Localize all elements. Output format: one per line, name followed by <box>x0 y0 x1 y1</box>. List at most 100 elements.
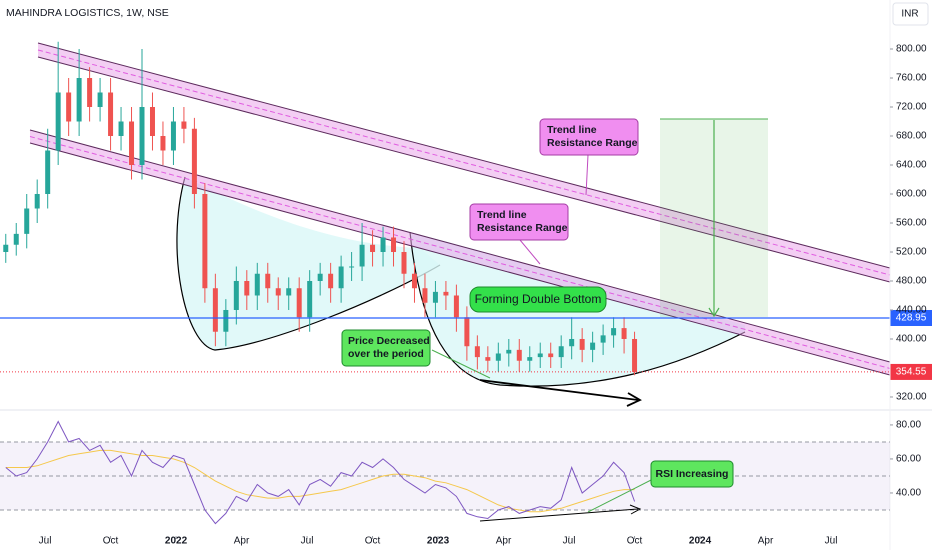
candles <box>3 41 638 376</box>
y-tick-label: 560.00 <box>896 218 927 229</box>
candle-body <box>66 92 72 122</box>
candle-body <box>191 128 197 194</box>
callout-pointer <box>587 477 656 513</box>
channel-band <box>30 130 890 375</box>
candle-body <box>181 121 187 129</box>
price-levels: 428.95 354.55 <box>0 309 932 380</box>
callout-pointer <box>431 349 491 379</box>
channel-line <box>29 142 890 376</box>
candle-body <box>558 346 564 358</box>
candle-body <box>495 353 501 361</box>
y-tick-label: 520.00 <box>896 247 927 258</box>
candle-body <box>286 288 292 296</box>
y-tick-label: 480.00 <box>896 276 927 287</box>
candle-body <box>548 353 554 358</box>
y-tick-label: 320.00 <box>896 392 927 403</box>
x-tick-label: Oct <box>627 536 643 547</box>
candle-body <box>516 349 522 361</box>
candle-body <box>212 288 218 332</box>
candle-body <box>632 338 638 372</box>
y-tick-label: 400.00 <box>896 334 927 345</box>
candle-body <box>265 273 271 289</box>
candle-body <box>569 338 575 347</box>
candle-body <box>370 244 376 252</box>
callout-text: Resistance Range <box>477 222 568 234</box>
x-tick-label: Jul <box>39 536 52 547</box>
y-tick-label: 600.00 <box>896 189 927 200</box>
callout-text: Trend line <box>477 209 527 221</box>
callout-text: Trend line <box>547 124 597 136</box>
candle-body <box>432 291 438 303</box>
candle-body <box>349 266 355 268</box>
candle-body <box>527 357 533 361</box>
channel-line <box>37 56 890 283</box>
candle-body <box>307 280 313 318</box>
x-tick-label: Jul <box>825 536 838 547</box>
callout-text: Price Decreased <box>348 335 430 347</box>
candle-body <box>108 92 114 136</box>
candle-body <box>380 237 386 252</box>
candle-body <box>338 266 344 289</box>
symbol-title: MAHINDRA LOGISTICS, 1W, NSE <box>6 7 169 19</box>
rsi-pane: 80.00 60.00 40.00 <box>0 420 921 525</box>
channel-line <box>29 129 890 363</box>
rsi-arrow <box>479 508 639 522</box>
candle-body <box>411 273 417 289</box>
x-tick-label: Apr <box>234 536 250 547</box>
candle-body <box>443 291 449 296</box>
candle-body <box>139 107 145 165</box>
cup-curve <box>409 231 746 387</box>
candle-body <box>97 92 103 108</box>
target-arrow-head <box>708 307 720 318</box>
candle-body <box>149 107 155 136</box>
candle-body <box>579 338 585 350</box>
x-tick-label: 2023 <box>427 536 450 547</box>
candle-body <box>611 328 617 336</box>
x-tick-label: Jul <box>301 536 314 547</box>
candle-body <box>13 233 19 245</box>
candle-body <box>202 193 208 289</box>
candle-body <box>170 121 176 151</box>
level-label: 428.95 <box>896 313 927 324</box>
y-tick-label: 680.00 <box>896 131 927 142</box>
candle-body <box>118 121 124 136</box>
callout-box <box>539 118 639 156</box>
x-tick-label: Oct <box>365 536 381 547</box>
candle-body <box>254 273 260 296</box>
candle-body <box>506 349 512 354</box>
y-tick-label: 640.00 <box>896 160 927 171</box>
last-price-label: 354.55 <box>896 367 927 378</box>
candle-body <box>328 273 334 289</box>
candle-body <box>537 353 543 358</box>
candle-body <box>34 193 40 209</box>
channel-mid <box>29 136 890 369</box>
candle-body <box>464 317 470 347</box>
candle-body <box>55 92 61 151</box>
candle-body <box>621 328 627 339</box>
candle-body <box>359 244 365 267</box>
callout-text: RSI Increasing <box>656 468 729 480</box>
x-tick-label: Jul <box>563 536 576 547</box>
callout-text: over the period <box>348 348 424 360</box>
y-tick-label: 800.00 <box>896 44 927 55</box>
callout-box <box>650 460 734 488</box>
candle-body <box>76 78 82 122</box>
candle-body <box>3 244 9 252</box>
currency-button[interactable] <box>892 2 929 26</box>
y-tick-label: 80.00 <box>896 420 921 431</box>
candle-body <box>600 335 606 343</box>
x-tick-label: Oct <box>103 536 119 547</box>
y-tick-label: 440.00 <box>896 305 927 316</box>
cup-fill <box>176 177 440 350</box>
candle-body <box>296 288 302 318</box>
currency-label: INR <box>901 9 918 20</box>
trend-arrow-head <box>626 392 642 407</box>
candle-body <box>453 295 459 318</box>
level-tag <box>890 309 932 326</box>
candle-body <box>317 273 323 281</box>
x-tick-label: 2024 <box>689 536 712 547</box>
candle-body <box>87 78 93 108</box>
candle-body <box>590 342 596 350</box>
rsi-line <box>5 449 635 513</box>
